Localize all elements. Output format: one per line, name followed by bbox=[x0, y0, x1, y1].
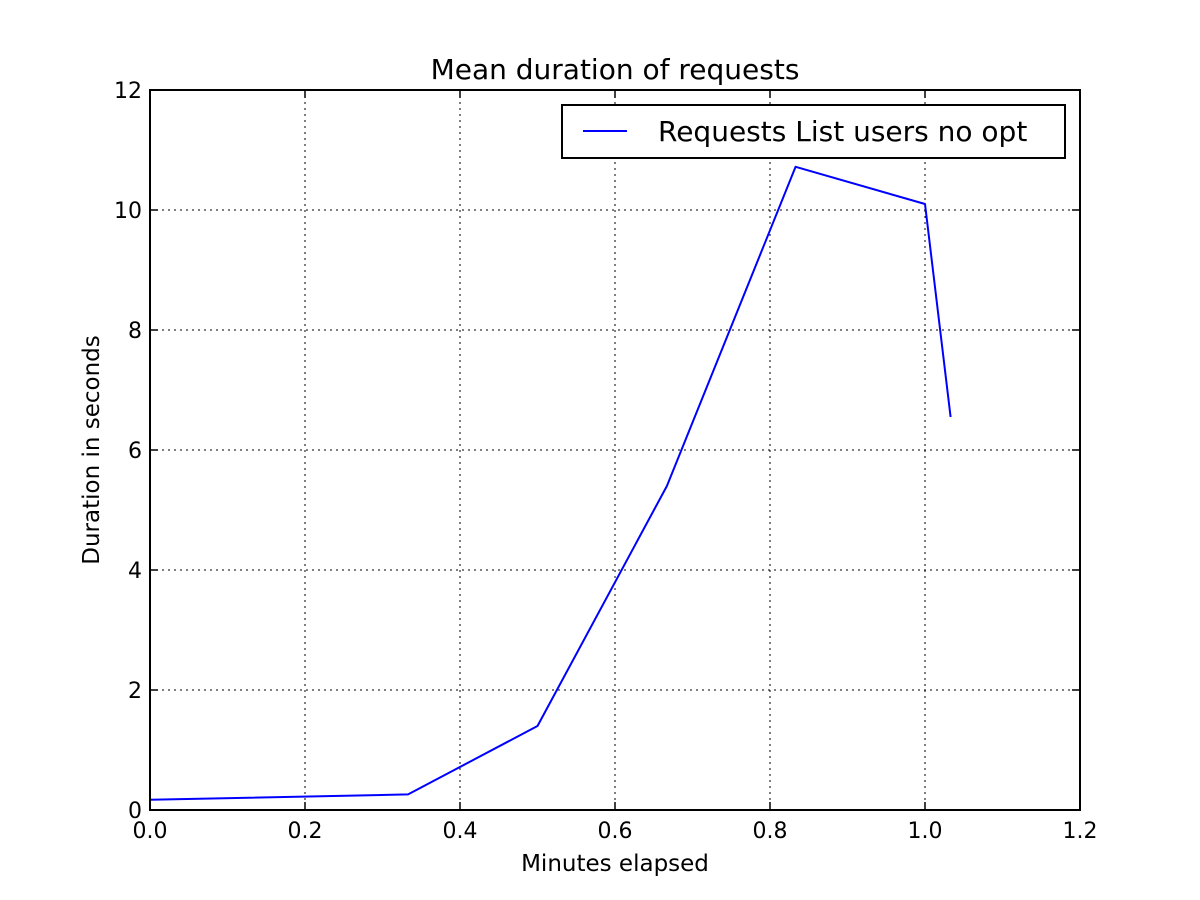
grid-lines bbox=[149, 89, 1081, 811]
y-axis-label: Duration in seconds bbox=[79, 335, 105, 565]
y-tick-label: 12 bbox=[114, 79, 142, 104]
y-tick-label: 6 bbox=[128, 439, 142, 464]
x-tick-label: 0.4 bbox=[443, 819, 478, 844]
x-tick-labels: 0.0 0.2 0.4 0.6 0.8 1.0 1.2 bbox=[133, 819, 1098, 844]
y-tick-labels: 0 2 4 6 8 10 12 bbox=[114, 79, 142, 824]
x-tick-label: 0.6 bbox=[598, 819, 633, 844]
x-axis-label: Minutes elapsed bbox=[521, 851, 709, 877]
y-tick-label: 10 bbox=[114, 199, 142, 224]
y-tick-label: 8 bbox=[128, 319, 142, 344]
x-tick-label: 0.8 bbox=[753, 819, 788, 844]
y-tick-label: 4 bbox=[128, 559, 142, 584]
legend: Requests List users no opt bbox=[561, 104, 1066, 159]
chart-title: Mean duration of requests bbox=[431, 53, 800, 86]
y-tick-label: 0 bbox=[128, 799, 142, 824]
legend-box bbox=[561, 104, 1066, 159]
y-tick-label: 2 bbox=[128, 679, 142, 704]
ticks bbox=[149, 89, 1081, 811]
series-layer bbox=[149, 165, 952, 801]
x-tick-label: 1.2 bbox=[1063, 819, 1098, 844]
x-tick-label: 1.0 bbox=[908, 819, 943, 844]
series-line bbox=[149, 165, 952, 801]
x-tick-label: 0.0 bbox=[133, 819, 168, 844]
x-tick-label: 0.2 bbox=[288, 819, 323, 844]
legend-entry-label: Requests List users no opt bbox=[658, 115, 1027, 148]
